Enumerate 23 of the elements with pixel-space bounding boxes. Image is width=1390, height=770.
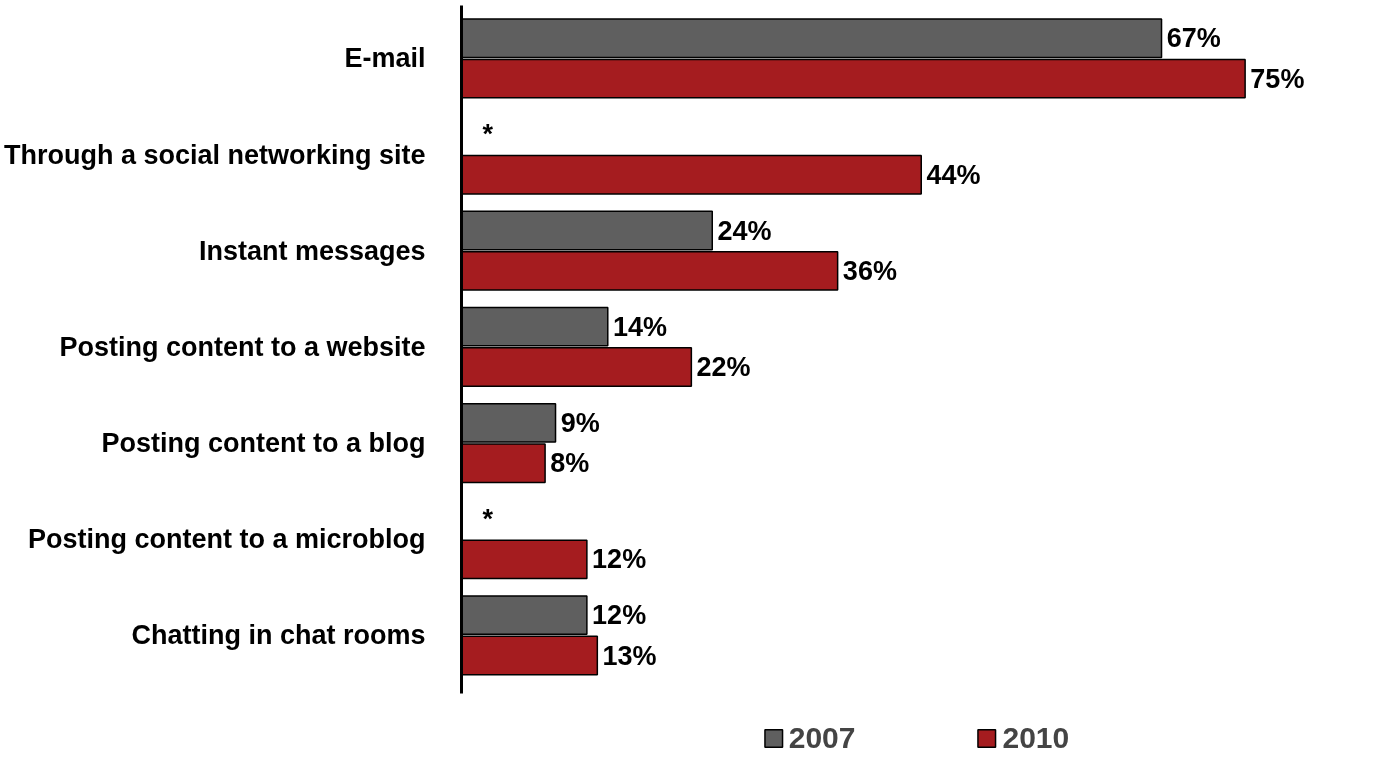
data-label: 12% [592,544,647,575]
data-label: 9% [560,407,600,438]
text: * [482,503,493,534]
y-tick-label: Through a social networking site [3,139,426,170]
data-label: 75% [1250,63,1305,94]
data-label: 36% [842,255,897,286]
y-tick-label: Posting content to a website [59,331,426,362]
text: * [482,119,493,150]
y-tick-label: Posting content to a microblog [28,524,426,555]
data-label: 44% [926,159,981,190]
data-label: 22% [696,352,751,383]
data-label: 12% [592,600,647,631]
legend-label: 2007 [788,721,856,755]
y-tick-label: E-mail [344,43,426,74]
data-label: 8% [550,448,590,479]
data-label: 24% [717,215,772,246]
data-label: 13% [602,640,657,671]
y-tick-label: Chatting in chat rooms [131,620,426,651]
data-label: 67% [1166,23,1221,54]
y-tick-label: Instant messages [198,235,426,266]
y-tick-label: Posting content to a blog [101,428,426,458]
legend-label: 2010 [1002,721,1070,755]
data-label: 14% [613,311,668,342]
